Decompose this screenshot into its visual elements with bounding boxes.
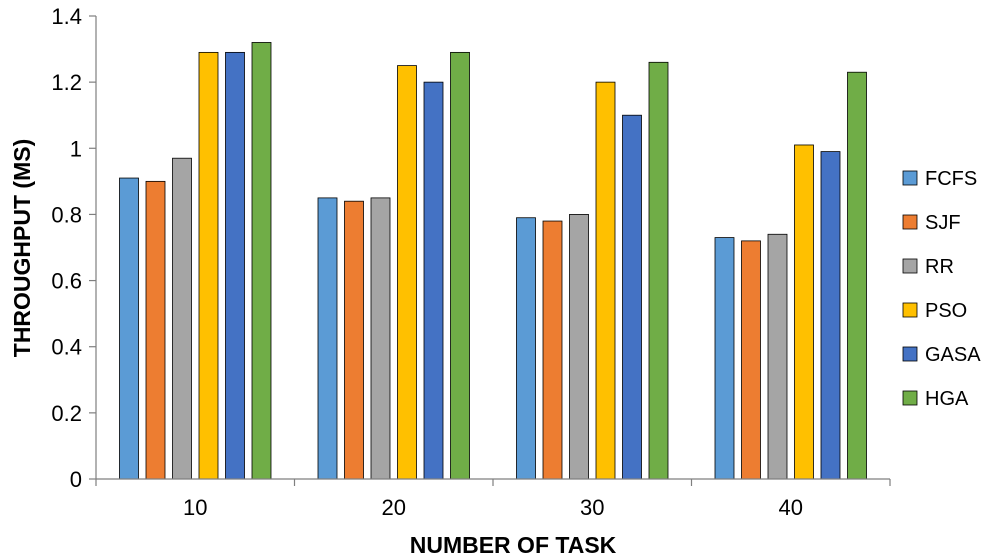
y-tick-label: 0.4 <box>51 335 82 360</box>
bar-fcfs-40 <box>714 237 735 480</box>
legend: FCFS SJF RR PSO GASA HGA <box>902 168 981 410</box>
bar-rr-20 <box>370 197 391 480</box>
bar-fcfs-30 <box>516 217 536 480</box>
y-tick-label: 0.6 <box>51 269 82 294</box>
bar-fcfs-10 <box>119 177 139 480</box>
bar-pso-10 <box>198 51 219 480</box>
y-axis-ticks: 0 0.2 0.4 0.6 0.8 1 1.2 1.4 <box>51 4 96 492</box>
x-tick-label: 40 <box>779 495 803 520</box>
legend-swatch-rr <box>902 258 918 274</box>
bar-pso-30 <box>595 81 616 480</box>
bar-rr-30 <box>569 214 589 480</box>
legend-label-fcfs: FCFS <box>925 168 977 190</box>
bar-fcfs-20 <box>317 197 338 480</box>
legend-swatch-fcfs <box>902 170 918 186</box>
legend-swatch-gasa <box>902 346 918 362</box>
legend-label-hga: HGA <box>925 388 969 410</box>
bar-pso-40 <box>794 144 814 480</box>
bar-rr-40 <box>767 233 788 480</box>
bar-gasa-30 <box>622 114 642 480</box>
legend-swatch-sjf <box>902 214 918 230</box>
bar-gasa-20 <box>423 81 444 480</box>
bar-rr-10 <box>172 157 192 480</box>
legend-label-sjf: SJF <box>925 212 961 234</box>
bar-sjf-40 <box>741 240 761 480</box>
y-tick-label: 0.8 <box>51 202 82 227</box>
legend-swatch-hga <box>902 390 918 406</box>
bar-sjf-30 <box>542 220 563 480</box>
y-tick-label: 1.2 <box>51 70 82 95</box>
y-tick-label: 1 <box>70 136 82 161</box>
bars <box>119 42 867 480</box>
x-axis-title: NUMBER OF TASK <box>410 532 617 557</box>
bar-hga-20 <box>450 51 470 480</box>
legend-label-pso: PSO <box>925 300 967 322</box>
legend-label-gasa: GASA <box>925 344 981 366</box>
bar-hga-40 <box>847 71 867 480</box>
legend-label-rr: RR <box>925 256 954 278</box>
x-tick-label: 20 <box>382 495 406 520</box>
y-tick-label: 1.4 <box>51 4 82 29</box>
bar-gasa-10 <box>225 51 245 480</box>
bar-sjf-20 <box>344 200 364 480</box>
bar-hga-30 <box>648 61 669 480</box>
x-tick-label: 30 <box>580 495 604 520</box>
bar-gasa-40 <box>820 151 841 480</box>
x-axis-ticks: 10 20 30 40 <box>95 479 891 520</box>
y-tick-label: 0.2 <box>51 401 82 426</box>
legend-swatch-pso <box>902 302 918 318</box>
x-tick-label: 10 <box>183 495 207 520</box>
y-axis-title: THROUGHPUT (MS) <box>9 139 35 357</box>
bar-hga-10 <box>251 42 272 480</box>
bar-sjf-10 <box>145 180 166 480</box>
y-tick-label: 0 <box>70 467 82 492</box>
bar-pso-20 <box>397 65 417 480</box>
